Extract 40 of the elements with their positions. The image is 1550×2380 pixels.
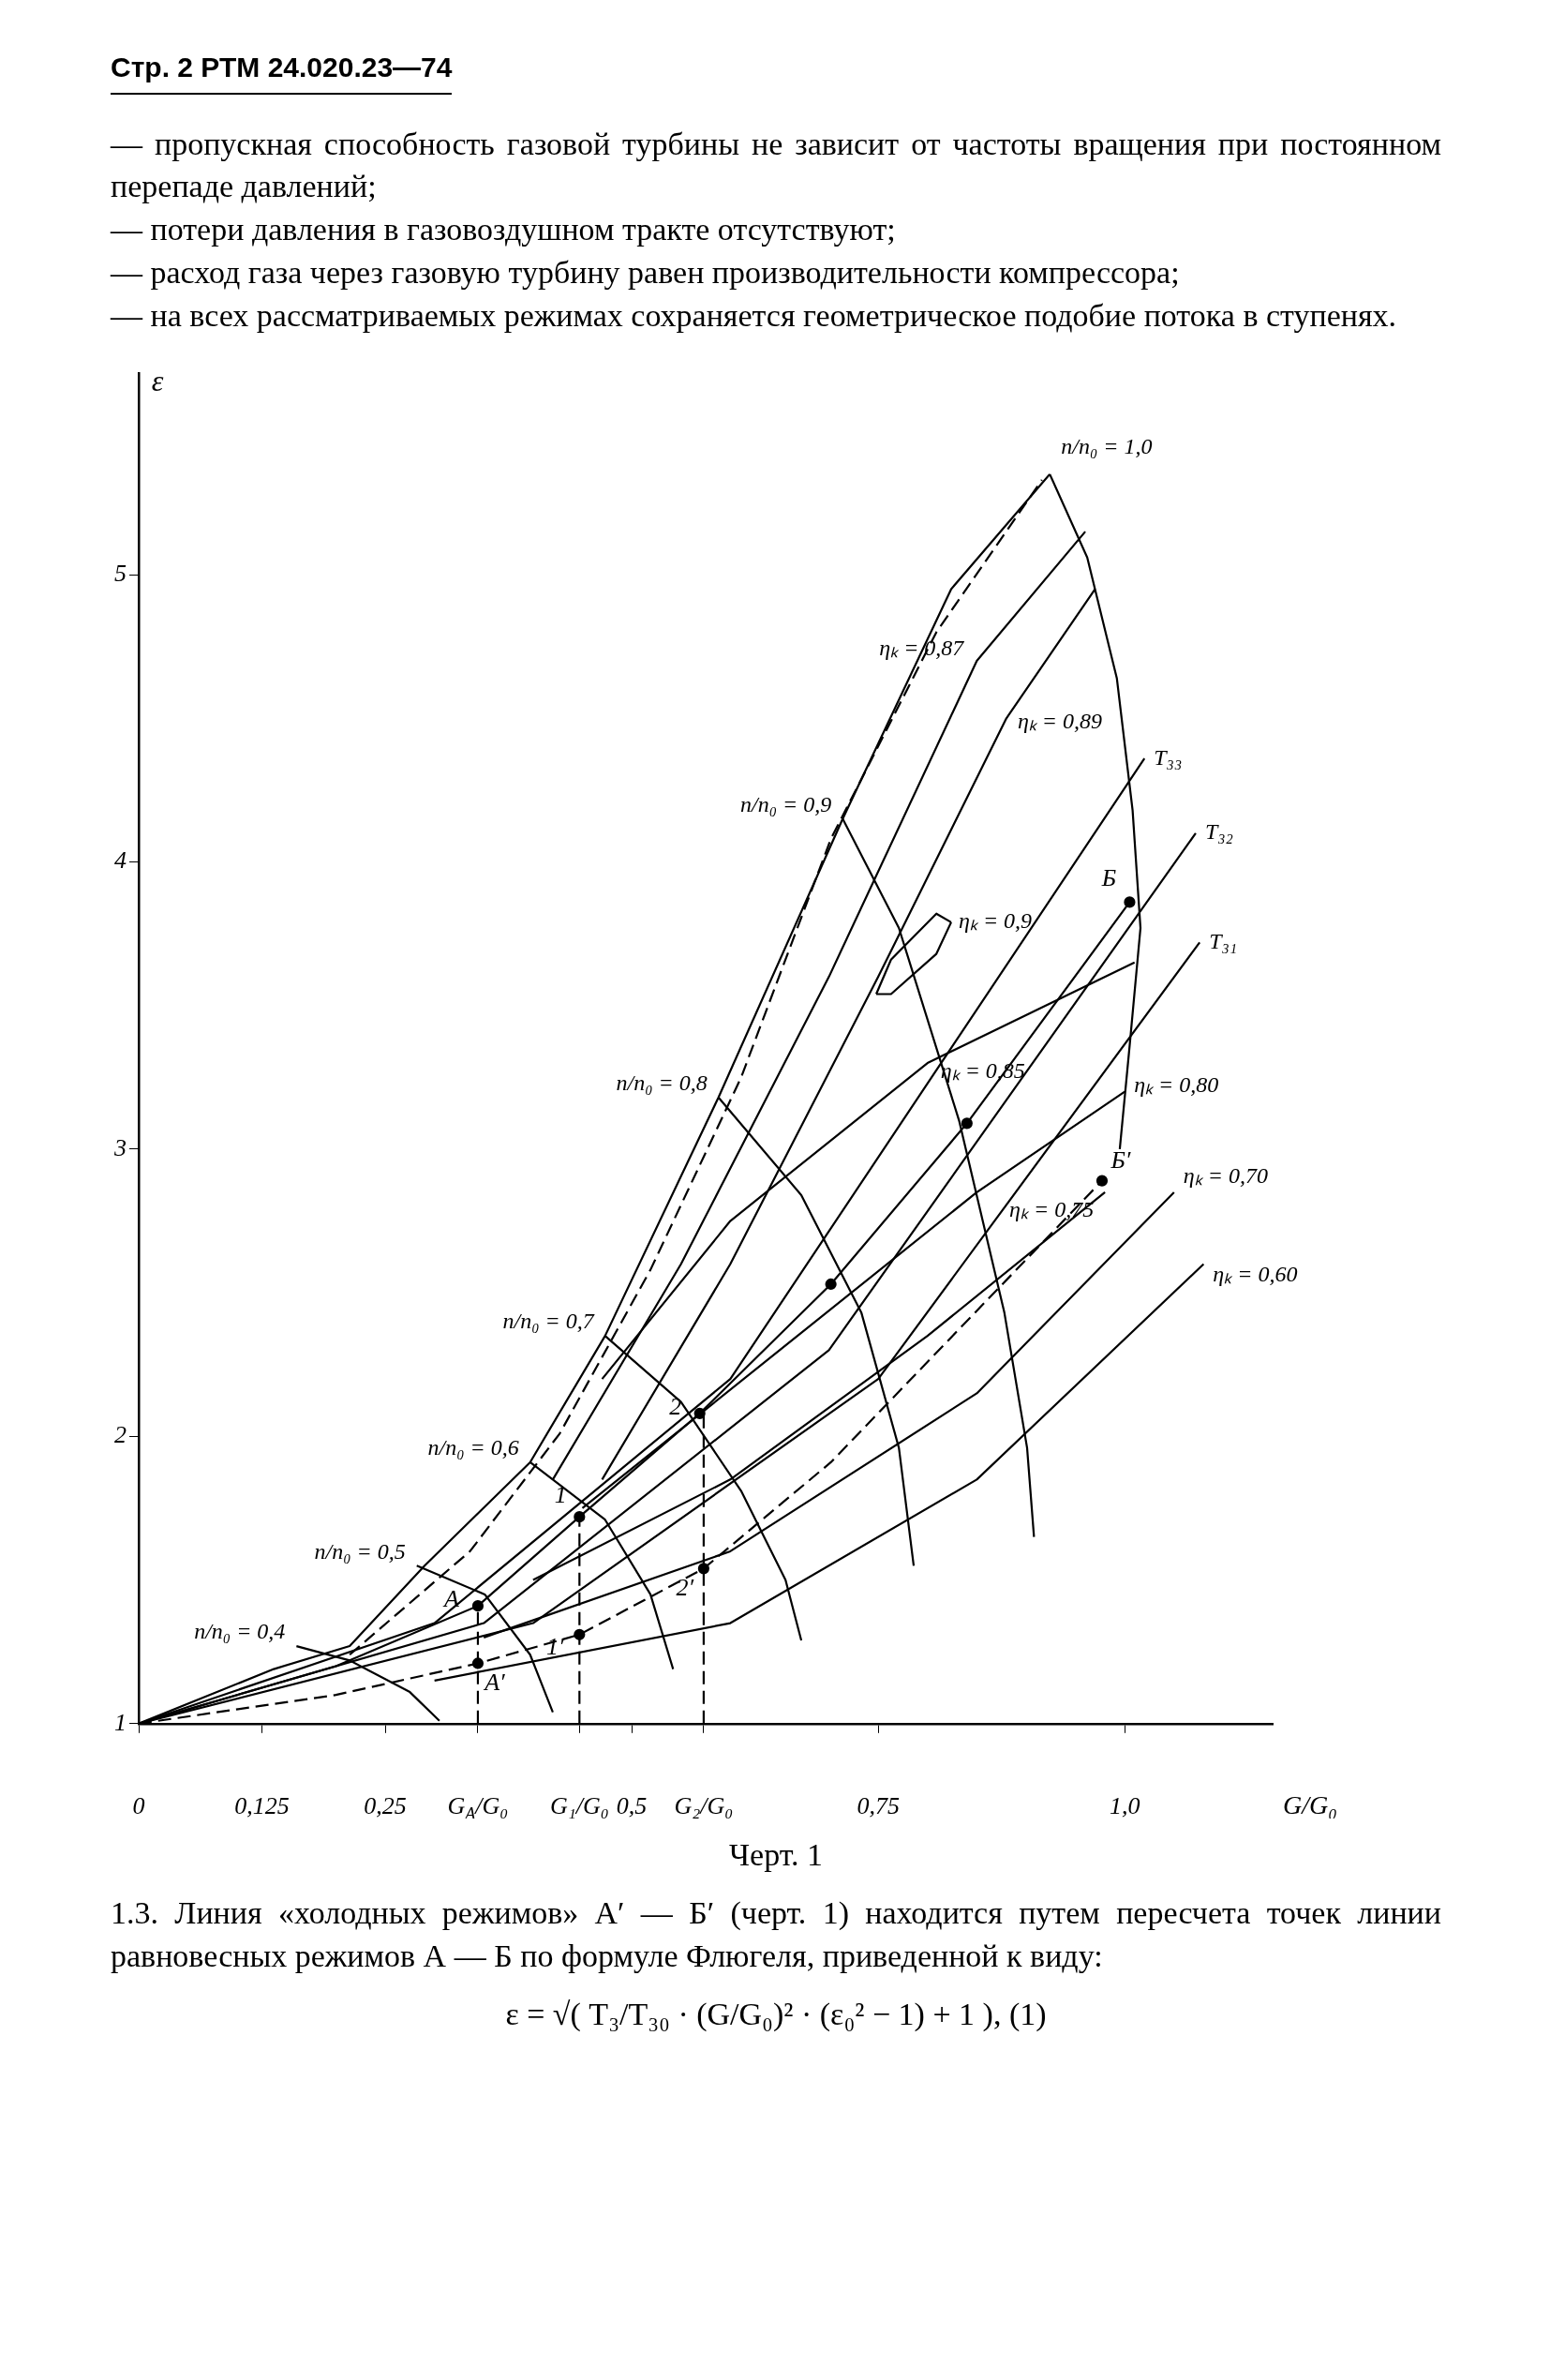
series-label: n/n₀ = 1,0 xyxy=(1061,434,1153,459)
annotation: А′ xyxy=(483,1669,506,1697)
x-tick-label: 0,125 xyxy=(234,1791,290,1819)
text: Черт. 1 xyxy=(727,1835,824,1874)
series-label: T₃₁ xyxy=(1209,928,1238,953)
chart-subtitle: — пропускная способность газовой турбины не зависит от частоты вращения при постоянном перепаде давлений; — потери давления в газовоздушном тракте отсутствуют; — расход газа через газовую турбину равен производительности компрессора; — на всех рассматриваемых режимах сохраняется геометрическое подобие потока в ступенях. xyxy=(111,125,1441,336)
y-tick-label: 2 xyxy=(114,1421,127,1449)
x-tick-label: 0,25 xyxy=(364,1791,407,1819)
x-tick-label: 0,75 xyxy=(857,1791,900,1819)
y-tick-label: 3 xyxy=(113,1133,127,1161)
x-tick-label: 1,0 xyxy=(1109,1791,1140,1819)
series-label: ηₖ = 0,60 xyxy=(1213,1261,1298,1286)
text: 1.3. Линия «холодных режимов» А′ — Б′ (черт. 1) находится путем пересчета точек линии равновесных режимов А — Б по формуле Флюгеля, приведенной к виду: xyxy=(111,1894,1441,1975)
series-label: ηₖ = 0,87 xyxy=(879,636,965,661)
x-tick-label: G₁/G₀ xyxy=(549,1791,609,1819)
y-tick-label: 1 xyxy=(114,1708,127,1736)
x-tick-label: G₂/G₀ xyxy=(674,1791,734,1819)
series-label: T₃₂ xyxy=(1204,819,1233,845)
series-label: n/n₀ = 0,5 xyxy=(314,1538,406,1564)
series-label: ηₖ = 0,9 xyxy=(958,908,1033,934)
chart-title: Стр. 2 РТМ 24.020.23—74 xyxy=(111,49,453,95)
text: ε = √( T₃/T₃₀ · (G/G₀)² · (ε₀² − 1) + 1 ), (1) xyxy=(504,1995,1048,2033)
series-label: ηₖ = 0,80 xyxy=(1134,1071,1219,1097)
y-tick-label: 5 xyxy=(114,559,127,587)
series-label: T₃₃ xyxy=(1154,744,1183,770)
annotation: 2′ xyxy=(676,1574,694,1602)
series-label: ηₖ = 0,89 xyxy=(1017,708,1103,733)
series-label: n/n₀ = 0,4 xyxy=(194,1619,286,1644)
annotation: 1 xyxy=(554,1480,567,1508)
annotation: Б xyxy=(1100,864,1117,892)
series-label: n/n₀ = 0,9 xyxy=(740,791,832,816)
series-label: ηₖ = 0,70 xyxy=(1183,1163,1268,1189)
annotation: Б′ xyxy=(1110,1146,1131,1175)
series-label: n/n₀ = 0,8 xyxy=(616,1070,708,1096)
series-label: n/n₀ = 0,7 xyxy=(502,1309,595,1334)
y-tick-label: 4 xyxy=(114,846,127,875)
x-tick-label: 0,5 xyxy=(616,1791,648,1819)
y-axis-title: ε xyxy=(151,363,164,397)
x-tick-label: 0 xyxy=(132,1791,145,1819)
series-label: n/n₀ = 0,6 xyxy=(427,1435,519,1460)
